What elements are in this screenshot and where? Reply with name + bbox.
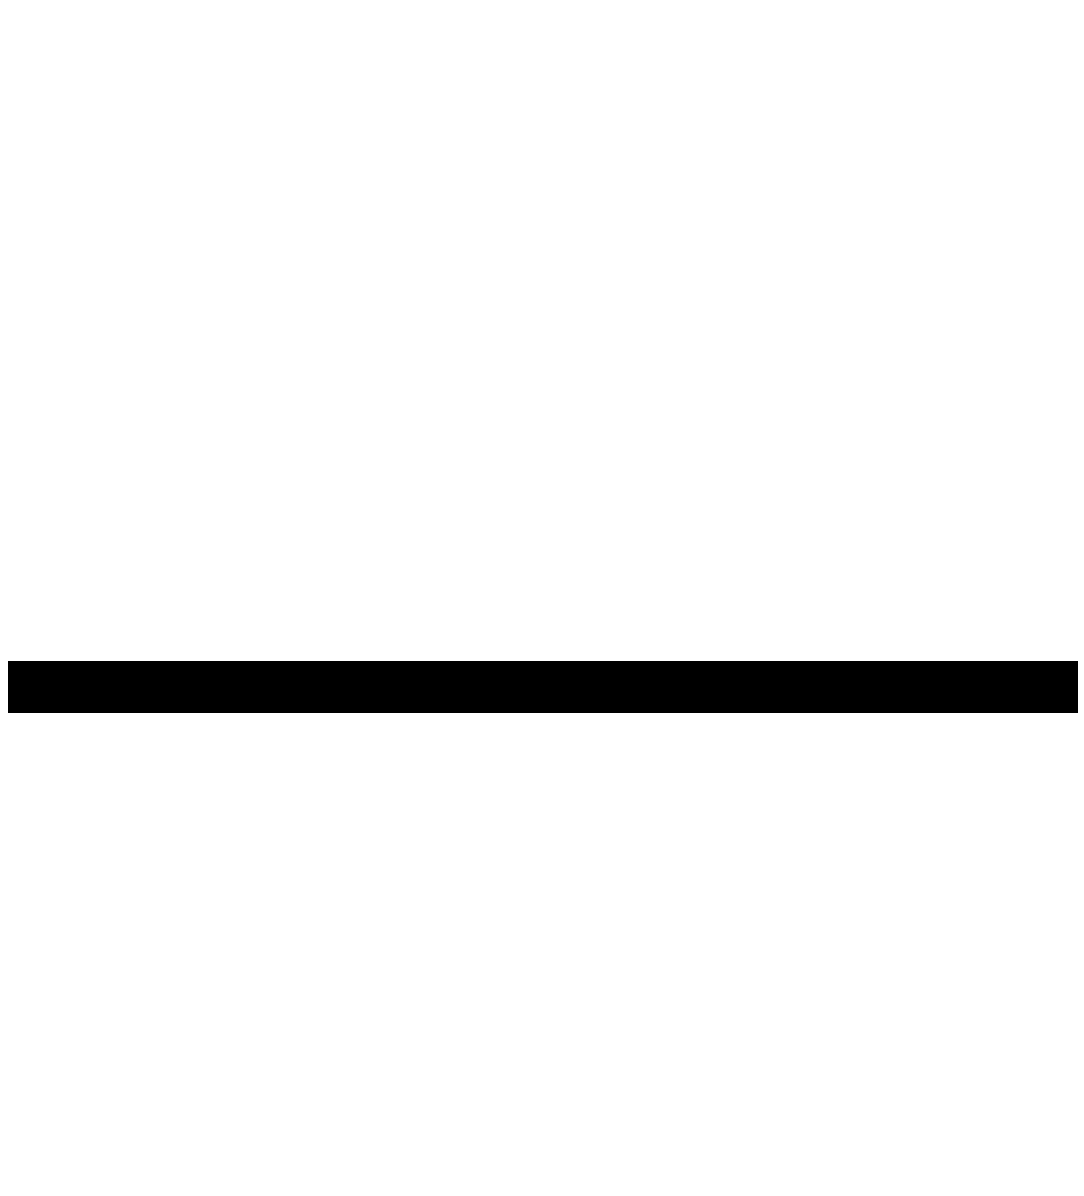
credit-banner	[8, 661, 1078, 713]
